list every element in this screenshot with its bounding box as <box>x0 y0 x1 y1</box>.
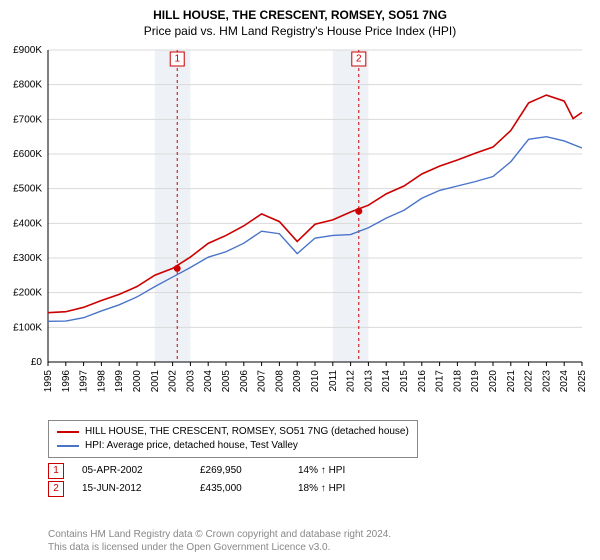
sale-events: 1 05-APR-2002 £269,950 14% ↑ HPI 2 15-JU… <box>48 462 378 498</box>
attribution-line: Contains HM Land Registry data © Crown c… <box>48 528 391 541</box>
svg-text:2: 2 <box>356 54 362 65</box>
event-marker: 1 <box>48 463 64 479</box>
svg-text:2015: 2015 <box>399 370 410 393</box>
svg-text:1996: 1996 <box>61 370 72 393</box>
svg-text:£600K: £600K <box>13 149 42 160</box>
svg-text:2012: 2012 <box>346 370 357 393</box>
svg-text:2024: 2024 <box>559 370 570 393</box>
chart-plot: £0 £100K £200K £300K £400K £500K £600K £700K £80… <box>0 42 600 412</box>
chart-svg: £0 £100K £200K £300K £400K £500K £600K £700K £80… <box>0 42 600 412</box>
legend-label: HILL HOUSE, THE CRESCENT, ROMSEY, SO51 7… <box>85 425 409 439</box>
legend-label: HPI: Average price, detached house, Test… <box>85 439 298 453</box>
svg-text:2017: 2017 <box>435 370 446 393</box>
svg-text:£900K: £900K <box>13 45 42 56</box>
svg-text:2006: 2006 <box>239 370 250 393</box>
svg-text:£400K: £400K <box>13 218 42 229</box>
svg-text:2004: 2004 <box>203 370 214 393</box>
svg-text:2002: 2002 <box>168 370 179 393</box>
svg-text:2021: 2021 <box>506 370 517 393</box>
svg-text:2025: 2025 <box>577 370 588 393</box>
attribution: Contains HM Land Registry data © Crown c… <box>48 528 391 554</box>
svg-text:2000: 2000 <box>132 370 143 393</box>
svg-text:2009: 2009 <box>292 370 303 393</box>
svg-text:£0: £0 <box>31 357 43 368</box>
chart-container: HILL HOUSE, THE CRESCENT, ROMSEY, SO51 7… <box>0 0 600 560</box>
legend-item: HPI: Average price, detached house, Test… <box>57 439 409 453</box>
svg-text:1995: 1995 <box>43 370 54 393</box>
svg-text:2005: 2005 <box>221 370 232 393</box>
svg-text:2020: 2020 <box>488 370 499 393</box>
svg-text:1997: 1997 <box>79 370 90 393</box>
legend-item: HILL HOUSE, THE CRESCENT, ROMSEY, SO51 7… <box>57 425 409 439</box>
svg-text:2023: 2023 <box>541 370 552 393</box>
svg-text:2001: 2001 <box>150 370 161 393</box>
svg-text:£200K: £200K <box>13 288 42 299</box>
svg-text:2013: 2013 <box>363 370 374 393</box>
event-date: 15-JUN-2012 <box>82 480 182 498</box>
event-price: £435,000 <box>200 480 280 498</box>
svg-text:£700K: £700K <box>13 114 42 125</box>
svg-text:2016: 2016 <box>417 370 428 393</box>
svg-text:£300K: £300K <box>13 253 42 264</box>
legend-swatch <box>57 445 79 447</box>
svg-text:£100K: £100K <box>13 322 42 333</box>
event-date: 05-APR-2002 <box>82 462 182 480</box>
svg-text:1998: 1998 <box>96 370 107 393</box>
svg-text:2003: 2003 <box>185 370 196 393</box>
svg-text:£800K: £800K <box>13 80 42 91</box>
svg-text:2014: 2014 <box>381 370 392 393</box>
event-price: £269,950 <box>200 462 280 480</box>
svg-text:2011: 2011 <box>328 370 339 392</box>
attribution-line: This data is licensed under the Open Gov… <box>48 541 391 554</box>
legend-swatch <box>57 431 79 433</box>
svg-text:2018: 2018 <box>452 370 463 393</box>
legend: HILL HOUSE, THE CRESCENT, ROMSEY, SO51 7… <box>48 420 418 458</box>
svg-text:2010: 2010 <box>310 370 321 393</box>
chart-subtitle: Price paid vs. HM Land Registry's House … <box>0 22 600 38</box>
svg-text:2022: 2022 <box>524 370 535 393</box>
svg-text:1999: 1999 <box>114 370 125 393</box>
event-hpi: 14% ↑ HPI <box>298 462 378 480</box>
svg-text:2008: 2008 <box>274 370 285 393</box>
svg-text:1: 1 <box>174 54 180 65</box>
event-row: 2 15-JUN-2012 £435,000 18% ↑ HPI <box>48 480 378 498</box>
chart-title: HILL HOUSE, THE CRESCENT, ROMSEY, SO51 7… <box>0 0 600 22</box>
svg-text:£500K: £500K <box>13 184 42 195</box>
event-hpi: 18% ↑ HPI <box>298 480 378 498</box>
event-row: 1 05-APR-2002 £269,950 14% ↑ HPI <box>48 462 378 480</box>
svg-text:2007: 2007 <box>257 370 268 393</box>
svg-text:2019: 2019 <box>470 370 481 393</box>
event-marker: 2 <box>48 481 64 497</box>
